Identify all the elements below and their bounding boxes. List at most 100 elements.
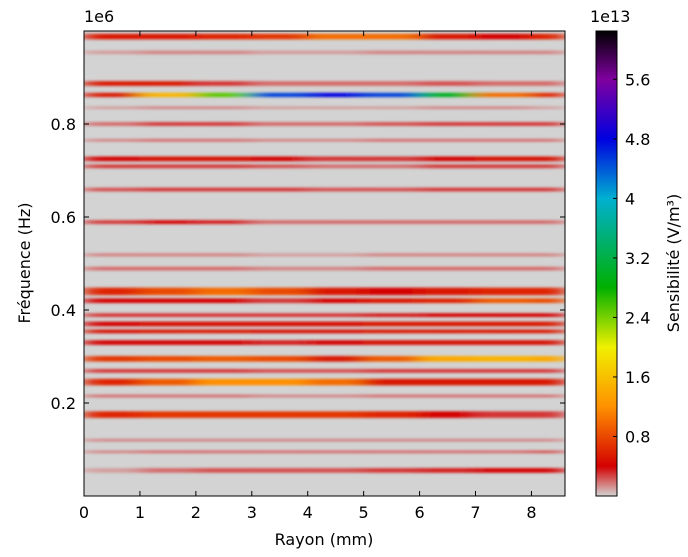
- heatmap-cell: [84, 356, 141, 362]
- heatmap-cell: [363, 298, 421, 304]
- heatmap-cell: [363, 138, 421, 142]
- heatmap-cell: [251, 50, 309, 55]
- heatmap-cell: [251, 33, 309, 40]
- heatmap-cell: [251, 106, 309, 110]
- heatmap-cell: [251, 356, 309, 362]
- heatmap-cell: [84, 298, 141, 304]
- heatmap-cell: [251, 340, 309, 345]
- heatmap-cell: [363, 356, 421, 362]
- heatmap-cell: [195, 287, 253, 296]
- heatmap-cell: [475, 253, 532, 257]
- heatmap-cell: [307, 287, 365, 296]
- heatmap-cell: [307, 356, 365, 362]
- heatmap-cell: [530, 266, 565, 271]
- heatmap-cell: [363, 394, 421, 398]
- heatmap-cell: [251, 122, 309, 126]
- heatmap-cell: [363, 340, 421, 345]
- heatmap-cell: [251, 187, 309, 192]
- heatmap-cell: [530, 287, 565, 296]
- heatmap-cell: [251, 329, 309, 334]
- heatmap-cell: [530, 378, 565, 386]
- colorbar-label: Sensibilité (V/m³): [664, 194, 683, 332]
- heatmap-cell: [307, 394, 365, 398]
- heatmap-cell: [307, 369, 365, 373]
- heatmap-cell: [475, 187, 532, 192]
- heatmap-cell: [251, 266, 309, 271]
- heatmap-cell: [84, 369, 141, 373]
- heatmap-cell: [251, 138, 309, 142]
- heatmap-cell: [363, 33, 421, 40]
- heatmap-cell: [251, 468, 309, 473]
- heatmap-cell: [195, 369, 253, 373]
- colorbar-offset: 1e13: [590, 7, 630, 26]
- heatmap-cell: [195, 33, 253, 40]
- heatmap-cell: [307, 468, 365, 473]
- heatmap-cell: [530, 321, 565, 327]
- heatmap-cell: [363, 329, 421, 334]
- heatmap-cell: [307, 253, 365, 257]
- heatmap-cell: [139, 106, 197, 110]
- heatmap-cell: [195, 378, 253, 386]
- heatmap-cell: [307, 106, 365, 110]
- heatmap-cell: [251, 321, 309, 327]
- heatmap-cell: [195, 92, 253, 98]
- heatmap-cell: [307, 438, 365, 442]
- heatmap-cell: [195, 356, 253, 362]
- heatmap-cell: [419, 106, 477, 110]
- heatmap-cell: [419, 253, 477, 257]
- heatmap-cell: [530, 369, 565, 373]
- heatmap-cell: [251, 253, 309, 257]
- heatmap-cell: [195, 411, 253, 418]
- heatmap-cell: [419, 50, 477, 55]
- heatmap-cell: [139, 81, 197, 86]
- heatmap-cell: [84, 92, 141, 98]
- heatmap-cell: [475, 313, 532, 317]
- heatmap-cell: [195, 81, 253, 86]
- heatmap-cell: [195, 394, 253, 398]
- heatmap-cell: [419, 468, 477, 473]
- heatmap-cell: [530, 164, 565, 169]
- heatmap-cell: [475, 266, 532, 271]
- heatmap-cell: [475, 164, 532, 169]
- heatmap-cell: [307, 298, 365, 304]
- heatmap-cell: [139, 138, 197, 142]
- heatmap-cell: [419, 220, 477, 224]
- heatmap-cell: [84, 468, 141, 473]
- heatmap-cell: [307, 138, 365, 142]
- heatmap-cell: [530, 81, 565, 86]
- heatmap-cell: [363, 81, 421, 86]
- heatmap-cell: [139, 33, 197, 40]
- heatmap-cell: [251, 378, 309, 386]
- x-tick-label: 4: [303, 503, 313, 522]
- heatmap-cell: [307, 378, 365, 386]
- heatmap-cell: [307, 411, 365, 418]
- heatmap-cell: [251, 81, 309, 86]
- heatmap-cell: [307, 321, 365, 327]
- heatmap-cell: [84, 253, 141, 257]
- heatmap-cell: [363, 321, 421, 327]
- heatmap-cell: [139, 122, 197, 126]
- y-label: Fréquence (Hz): [15, 202, 34, 323]
- heatmap-cell: [84, 138, 141, 142]
- y-tick-label: 0.2: [51, 394, 76, 413]
- heatmap-cell: [139, 411, 197, 418]
- heatmap-cell: [139, 394, 197, 398]
- heatmap-cell: [419, 369, 477, 373]
- heatmap-cell: [363, 438, 421, 442]
- heatmap-cell: [195, 220, 253, 224]
- heatmap-cell: [530, 187, 565, 192]
- heatmap-cell: [419, 450, 477, 454]
- heatmap-cell: [195, 468, 253, 473]
- heatmap-cell: [84, 50, 141, 55]
- heatmap-cell: [139, 287, 197, 296]
- heatmap-cell: [307, 156, 365, 162]
- heatmap-cell: [307, 81, 365, 86]
- heatmap-cell: [84, 340, 141, 345]
- heatmap-cell: [475, 138, 532, 142]
- heatmap-cell: [475, 468, 532, 473]
- heatmap-cell: [419, 313, 477, 317]
- heatmap-cell: [139, 187, 197, 192]
- heatmap-cell: [195, 438, 253, 442]
- heatmap-cell: [307, 450, 365, 454]
